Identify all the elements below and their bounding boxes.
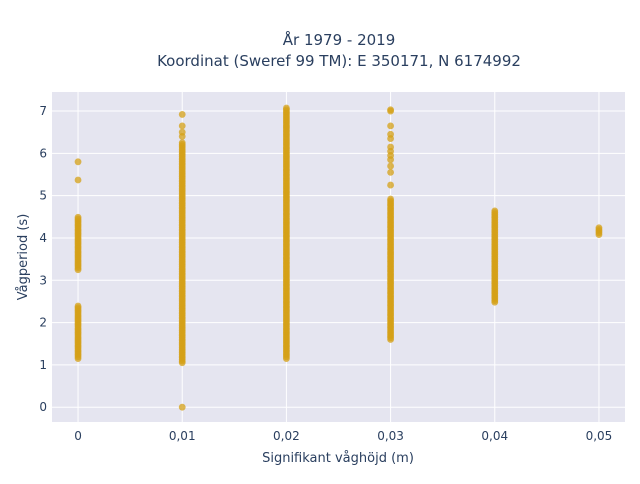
chart-title-line-2: Koordinat (Sweref 99 TM): E 350171, N 61…	[157, 52, 521, 70]
data-point	[178, 403, 186, 411]
data-point	[74, 176, 82, 184]
data-point	[74, 302, 82, 310]
x-ticks: 0 0,01 0,02 0,03 0,04 0,05	[74, 429, 612, 443]
data-point	[283, 104, 290, 112]
data-point	[178, 111, 186, 118]
x-tick-label: 0	[74, 429, 82, 443]
y-ticks: 0 1 2 3 4 5 6 7	[39, 104, 47, 414]
data-point	[387, 122, 394, 130]
y-tick-label: 7	[39, 104, 47, 118]
data-point	[387, 181, 394, 189]
data-point	[595, 224, 603, 232]
chart-title-line-1: År 1979 - 2019	[283, 30, 396, 49]
x-axis-title: Signifikant våghöjd (m)	[262, 451, 414, 466]
y-tick-label: 0	[39, 400, 47, 414]
y-tick-label: 1	[39, 358, 47, 372]
data-point	[387, 162, 394, 170]
x-tick-label: 0,01	[169, 429, 196, 443]
data-point	[178, 122, 186, 130]
plot-background	[52, 92, 625, 422]
data-point	[387, 130, 394, 138]
y-tick-label: 3	[39, 273, 47, 287]
data-point	[387, 106, 394, 114]
data-point	[178, 128, 186, 136]
y-axis-title: Vågperiod (s)	[16, 214, 31, 301]
data-point	[387, 168, 394, 176]
x-tick-label: 0,04	[481, 429, 508, 443]
data-point	[74, 158, 82, 166]
data-point	[387, 143, 394, 151]
y-tick-label: 5	[39, 189, 47, 203]
x-tick-label: 0,02	[273, 429, 300, 443]
x-tick-label: 0,03	[377, 429, 404, 443]
data-point	[74, 213, 82, 221]
y-tick-label: 6	[39, 146, 47, 160]
data-point	[387, 195, 394, 203]
data-point	[491, 207, 499, 215]
data-points	[74, 104, 603, 411]
x-tick-label: 0,05	[586, 429, 613, 443]
data-point	[178, 139, 186, 147]
y-tick-label: 4	[39, 231, 47, 245]
y-tick-label: 2	[39, 316, 47, 330]
